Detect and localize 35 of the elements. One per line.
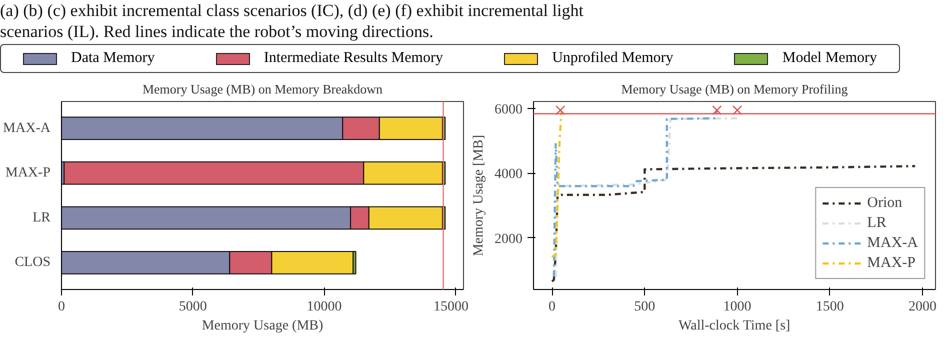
y-tick-label: 4000: [494, 167, 522, 182]
legend-label: LR: [867, 214, 888, 232]
y-tick-label: CLOS: [14, 255, 51, 270]
x-tick-label: 1500: [816, 300, 844, 314]
line-series: [550, 110, 562, 258]
y-tick-label: MAX-P: [5, 166, 51, 181]
x-axis-title: Memory Usage (MB): [202, 318, 324, 334]
legend-label: Unprofiled Memory: [551, 49, 674, 68]
y-tick-label: 2000: [494, 232, 522, 247]
y-tick-label: LR: [32, 210, 52, 226]
chart-title: Memory Usage (MB) on Memory Breakdown: [142, 82, 384, 96]
legend-label: Data Memory: [70, 49, 155, 68]
x-tick-label: 10000: [306, 300, 342, 314]
text: scenarios (IL). Red lines indicate the robot’s moving directions.: [0, 22, 434, 41]
legend-label: MAX-A: [867, 234, 918, 252]
x-tick-label: 0: [58, 300, 65, 314]
x-tick-label: 2000: [908, 300, 937, 314]
line-series: [554, 117, 738, 278]
x-tick-label: 0: [548, 300, 556, 314]
legend-label: Model Memory: [781, 49, 877, 68]
legend-label: Intermediate Results Memory: [262, 49, 443, 68]
x-axis-title: Wall-clock Time [s]: [678, 318, 790, 334]
x-tick-label: 15000: [434, 300, 468, 314]
y-axis-title: Memory Usage [MB]: [472, 134, 486, 256]
x-tick-label: 1000: [723, 300, 752, 314]
x-tick-label: 5000: [178, 300, 207, 314]
line-series: [552, 109, 718, 278]
legend-label: Orion: [867, 194, 902, 212]
legend-label: MAX-P: [867, 254, 916, 272]
y-tick-label: MAX-A: [3, 120, 52, 136]
chart-title: Memory Usage (MB) on Memory Profiling: [621, 82, 848, 96]
x-tick-label: 500: [634, 300, 656, 314]
line-series: [550, 165, 916, 283]
y-tick-label: 6000: [494, 102, 522, 118]
text: (a) (b) (c) exhibit incremental class scenarios (IC), (d) (e) (f) exhibit incremental light: [0, 1, 584, 20]
